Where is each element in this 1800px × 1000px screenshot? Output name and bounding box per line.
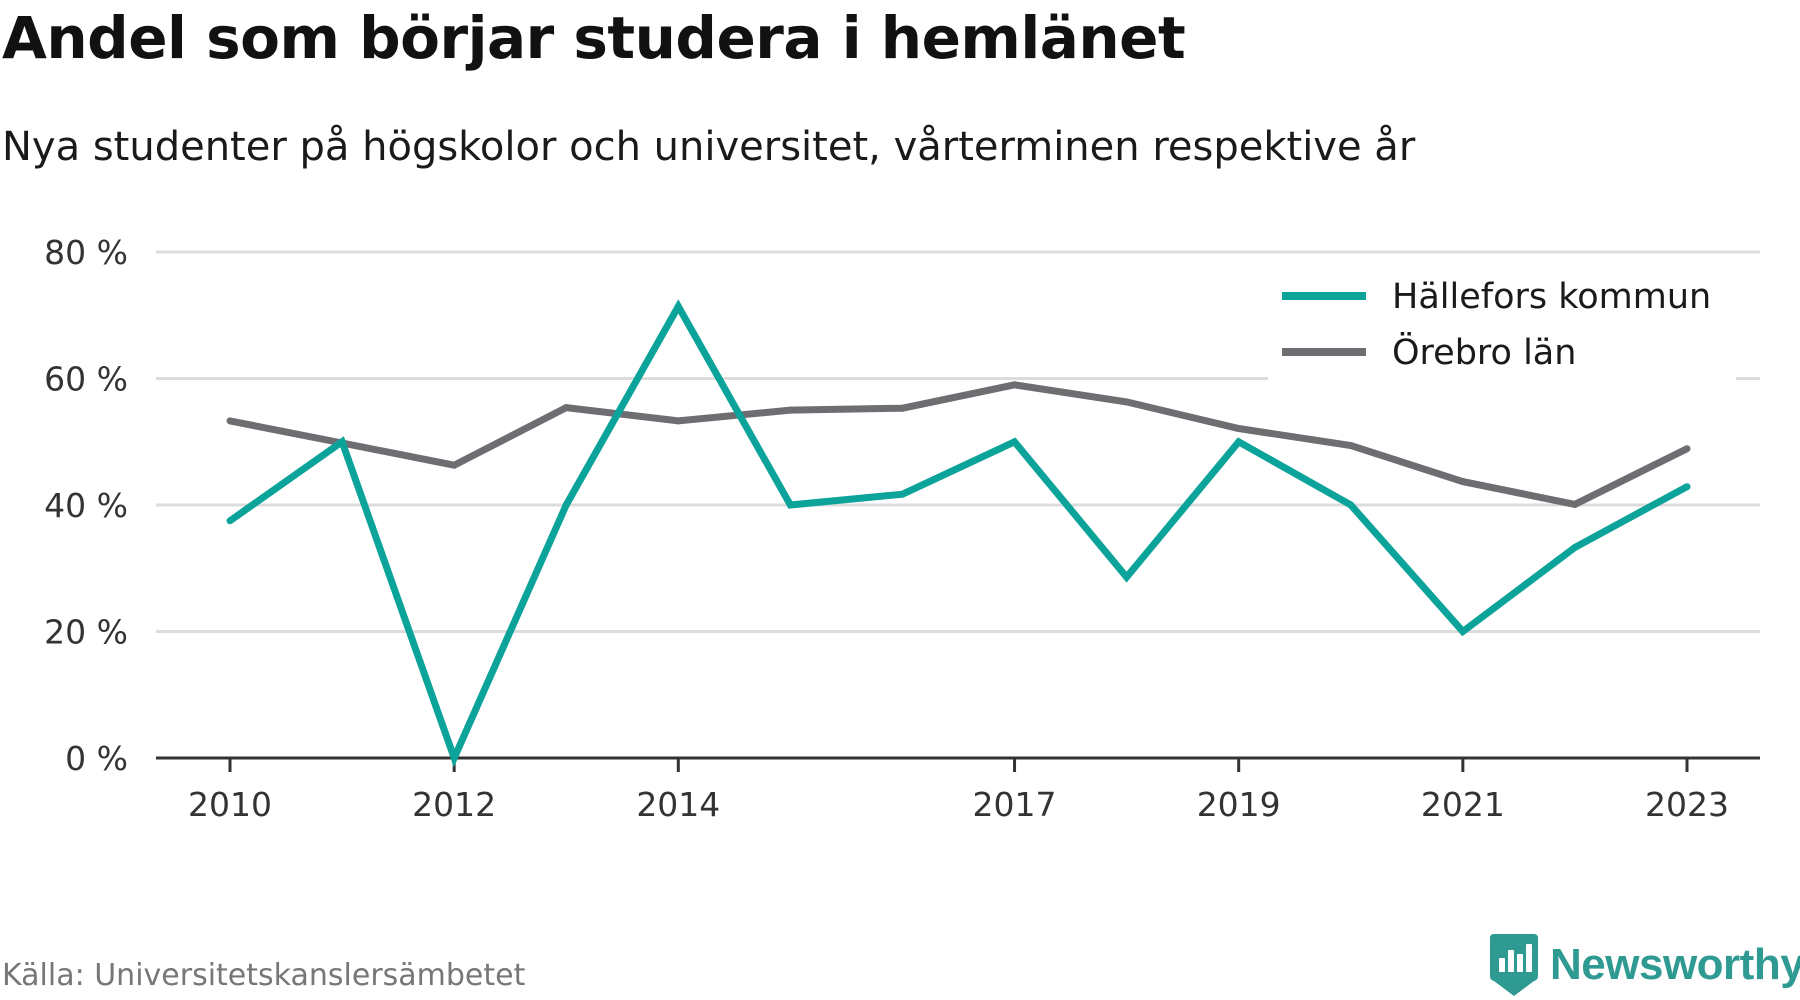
chart-title: Andel som börjar studera i hemlänet [2, 4, 1186, 72]
x-tick-label: 2010 [188, 785, 272, 824]
data-point [226, 517, 234, 525]
data-point [226, 417, 234, 425]
newsworthy-logo: Newsworthy [1490, 934, 1800, 996]
data-point [562, 501, 570, 509]
data-point [786, 501, 794, 509]
x-axis-labels: 2010 2012 2014 2017 2019 2021 2023 [188, 785, 1729, 824]
x-axis [156, 756, 1760, 772]
y-tick-label: 60 % [44, 360, 128, 399]
source-note: Källa: Universitetskanslersämbetet [2, 958, 526, 993]
data-point [1347, 501, 1355, 509]
data-point [899, 490, 906, 498]
data-point [1459, 478, 1467, 486]
data-point [786, 406, 794, 414]
data-point [1011, 438, 1018, 446]
data-point [450, 461, 458, 469]
x-tick-label: 2023 [1645, 785, 1729, 824]
legend-label-0: Hällefors kommun [1392, 277, 1711, 317]
data-point [1571, 543, 1579, 551]
chart-subtitle: Nya studenter på högskolor och universit… [2, 124, 1416, 170]
series-line-1 [229, 381, 1689, 509]
y-tick-label: 0 % [65, 739, 128, 778]
series-line-0 [227, 299, 1689, 768]
data-point [1123, 573, 1131, 581]
data-point [1683, 445, 1691, 453]
line-chart: 0 % 20 % 40 % 60 % 80 % 2010 2012 2014 2017 2019… [44, 233, 1760, 824]
data-point [899, 404, 906, 412]
data-point [1571, 500, 1579, 508]
y-tick-label: 80 % [44, 233, 128, 272]
data-point [562, 404, 570, 412]
data-point [450, 754, 458, 762]
x-tick-label: 2017 [973, 785, 1057, 824]
data-point [1347, 442, 1355, 449]
legend-background [1268, 266, 1736, 380]
brand-name: Newsworthy [1550, 940, 1800, 989]
data-point [1235, 438, 1243, 446]
data-point [1011, 381, 1018, 389]
data-point [338, 438, 346, 446]
series-lines [226, 299, 1691, 768]
x-tick-label: 2014 [636, 785, 720, 824]
data-point [1123, 398, 1131, 406]
y-axis-labels: 0 % 20 % 40 % 60 % 80 % [44, 233, 128, 778]
legend: Hällefors kommun Örebro län [1268, 266, 1736, 380]
data-point [1683, 483, 1691, 491]
data-point [674, 302, 682, 310]
data-point [1235, 425, 1243, 432]
y-tick-label: 20 % [44, 613, 128, 652]
x-tick-label: 2019 [1197, 785, 1281, 824]
newsworthy-bar-chart-icon [1490, 934, 1538, 996]
x-tick-label: 2012 [412, 785, 496, 824]
x-tick-label: 2021 [1421, 785, 1505, 824]
legend-label-1: Örebro län [1392, 331, 1576, 373]
y-tick-label: 40 % [44, 486, 128, 525]
data-point [1459, 628, 1467, 635]
data-point [674, 417, 682, 425]
